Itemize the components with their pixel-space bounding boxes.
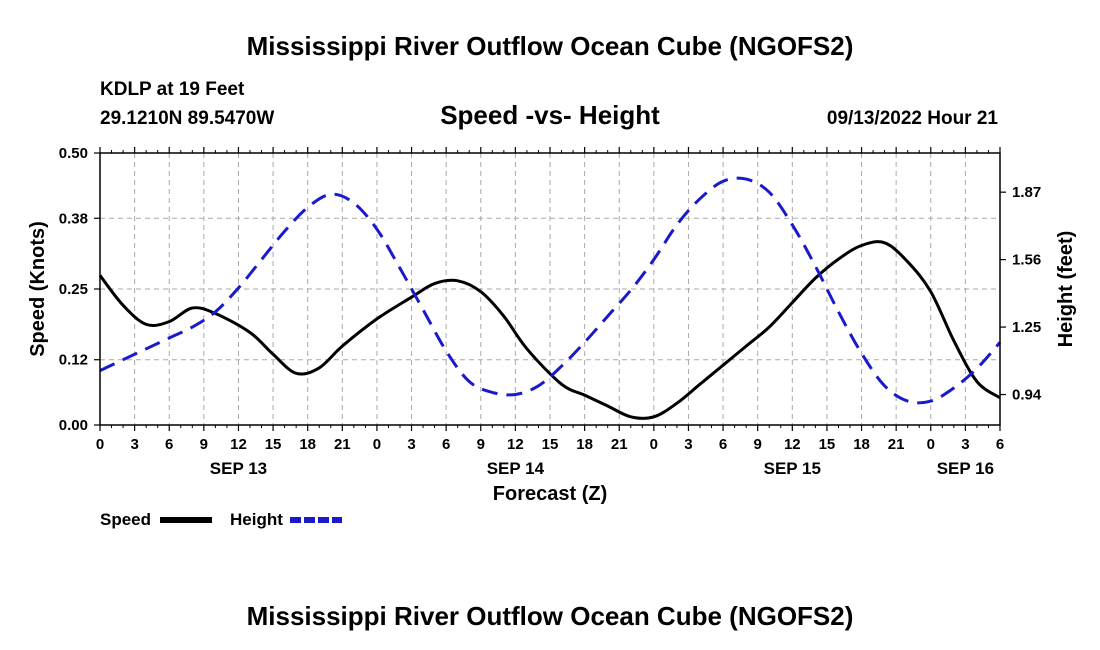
- x-tick-label: 15: [265, 436, 282, 453]
- x-tick-label: 6: [719, 436, 727, 453]
- x-date-label: SEP 15: [764, 459, 821, 478]
- x-tick-label: 9: [200, 436, 208, 453]
- x-tick-label: 18: [853, 436, 870, 453]
- x-tick-label: 21: [888, 436, 905, 453]
- y-left-tick-label: 0.00: [59, 417, 88, 434]
- chart-subtitle: Speed -vs- Height: [440, 100, 660, 130]
- series-layer: [98, 176, 1002, 420]
- y-left-tick-label: 0.38: [59, 210, 88, 227]
- legend-speed-label: Speed: [100, 510, 151, 529]
- y-left-tick-label: 0.25: [59, 281, 88, 298]
- axes: 0 3 6 9 12 15 18 21 0 3 6 9 12 15 18 21 0 3 6 9 12 15 18 21 0 3 6S…: [59, 145, 1042, 478]
- station-label: KDLP at 19 Feet: [100, 79, 245, 100]
- x-tick-label: 0: [927, 436, 935, 453]
- x-date-label: SEP 16: [937, 459, 994, 478]
- y-right-tick-label: 1.56: [1012, 252, 1041, 269]
- x-tick-label: 6: [165, 436, 173, 453]
- x-tick-label: 0: [373, 436, 381, 453]
- legend-height-label: Height: [230, 510, 283, 529]
- x-date-label: SEP 14: [487, 459, 545, 478]
- x-tick-label: 12: [784, 436, 801, 453]
- y-left-tick-label: 0.12: [59, 352, 88, 369]
- x-tick-label: 21: [334, 436, 351, 453]
- x-tick-label: 3: [961, 436, 969, 453]
- x-tick-label: 6: [996, 436, 1004, 453]
- y-axis-right-label: Height (feet): [1055, 231, 1077, 348]
- location-label: 29.1210N 89.5470W: [100, 108, 274, 129]
- x-tick-label: 9: [477, 436, 485, 453]
- chart-title-repeat: Mississippi River Outflow Ocean Cube (NG…: [247, 601, 854, 631]
- y-left-tick-label: 0.50: [59, 145, 88, 162]
- timestamp-label: 09/13/2022 Hour 21: [827, 108, 999, 129]
- x-date-label: SEP 13: [210, 459, 267, 478]
- legend: Speed Height: [100, 510, 342, 529]
- y-right-tick-label: 1.87: [1012, 184, 1041, 201]
- x-tick-label: 9: [754, 436, 762, 453]
- x-tick-label: 6: [442, 436, 450, 453]
- x-tick-label: 12: [230, 436, 247, 453]
- series-line-height: [99, 176, 1002, 405]
- x-tick-label: 3: [684, 436, 692, 453]
- x-axis-label: Forecast (Z): [493, 483, 607, 505]
- x-tick-label: 3: [407, 436, 415, 453]
- series-line-speed: [98, 240, 1001, 420]
- x-tick-label: 15: [542, 436, 559, 453]
- x-tick-label: 21: [611, 436, 628, 453]
- y-right-tick-label: 1.25: [1012, 319, 1041, 336]
- x-tick-label: 3: [130, 436, 138, 453]
- grid: [100, 153, 1000, 425]
- x-tick-label: 12: [507, 436, 524, 453]
- x-tick-label: 15: [819, 436, 836, 453]
- y-right-tick-label: 0.94: [1012, 387, 1042, 404]
- x-tick-label: 18: [299, 436, 316, 453]
- x-tick-label: 0: [650, 436, 658, 453]
- x-tick-label: 0: [96, 436, 104, 453]
- y-axis-left-label: Speed (Knots): [27, 221, 49, 357]
- x-tick-label: 18: [576, 436, 593, 453]
- chart-title: Mississippi River Outflow Ocean Cube (NG…: [247, 31, 854, 61]
